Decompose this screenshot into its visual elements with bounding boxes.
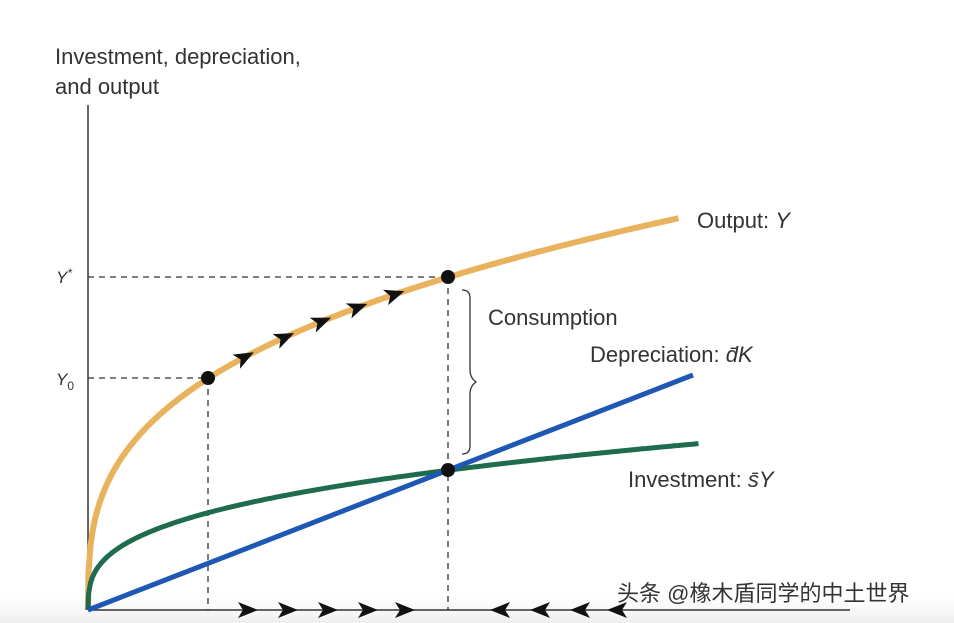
points (201, 270, 455, 477)
label-symbol: s̄Y (748, 467, 775, 492)
label-text: Output: (697, 208, 769, 233)
base: Y (56, 268, 69, 287)
y0-label: Y0 (56, 370, 74, 393)
arrow (238, 602, 258, 618)
output-label: Output: Y (697, 208, 791, 233)
guides (88, 276, 449, 610)
arrow (318, 602, 338, 618)
arrows (232, 289, 627, 618)
base: Y (56, 370, 69, 389)
axis-label: Investment, depreciation, (55, 44, 301, 69)
arrow (232, 352, 254, 369)
depreciation-line (87, 372, 694, 613)
point (201, 371, 215, 385)
sub: 0 (67, 379, 74, 393)
investment-curve (85, 441, 699, 611)
arrow (345, 303, 368, 319)
arrow (309, 317, 332, 333)
arrow (382, 289, 405, 306)
watermark: 头条 @橡木盾同学的中土世界 (617, 581, 909, 606)
arrow (358, 602, 378, 618)
axes (87, 105, 850, 611)
arrow (490, 602, 510, 618)
label-symbol: d̄K (726, 342, 754, 367)
ystar-label: Y* (56, 266, 72, 287)
arrow (278, 602, 298, 618)
point (441, 270, 455, 284)
label-text: Investment: (628, 467, 742, 492)
label-text: Depreciation: (590, 342, 720, 367)
arrow (570, 602, 590, 618)
arrow (272, 333, 295, 349)
arrow (530, 602, 550, 618)
arrow (395, 602, 415, 618)
arrow (607, 602, 627, 618)
axis-label: and output (55, 74, 159, 99)
investment-label: Investment: s̄Y (628, 467, 775, 492)
consumption-label: Consumption (488, 305, 618, 330)
consumption-brace (461, 289, 478, 455)
label-symbol: Y (775, 208, 791, 233)
output-curve (85, 215, 680, 611)
bottom-fade (0, 585, 954, 623)
point (441, 463, 455, 477)
depreciation-label: Depreciation: d̄K (590, 342, 754, 367)
sup: * (67, 266, 72, 280)
